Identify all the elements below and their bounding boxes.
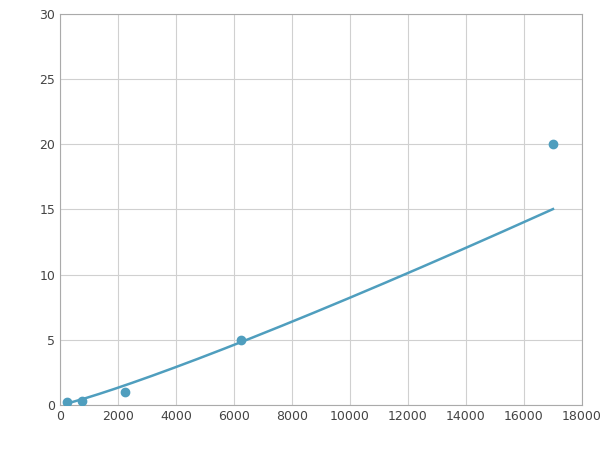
Point [548,140,558,148]
Point [236,336,246,343]
Point [77,397,86,405]
Point [121,388,130,396]
Point [62,399,72,406]
